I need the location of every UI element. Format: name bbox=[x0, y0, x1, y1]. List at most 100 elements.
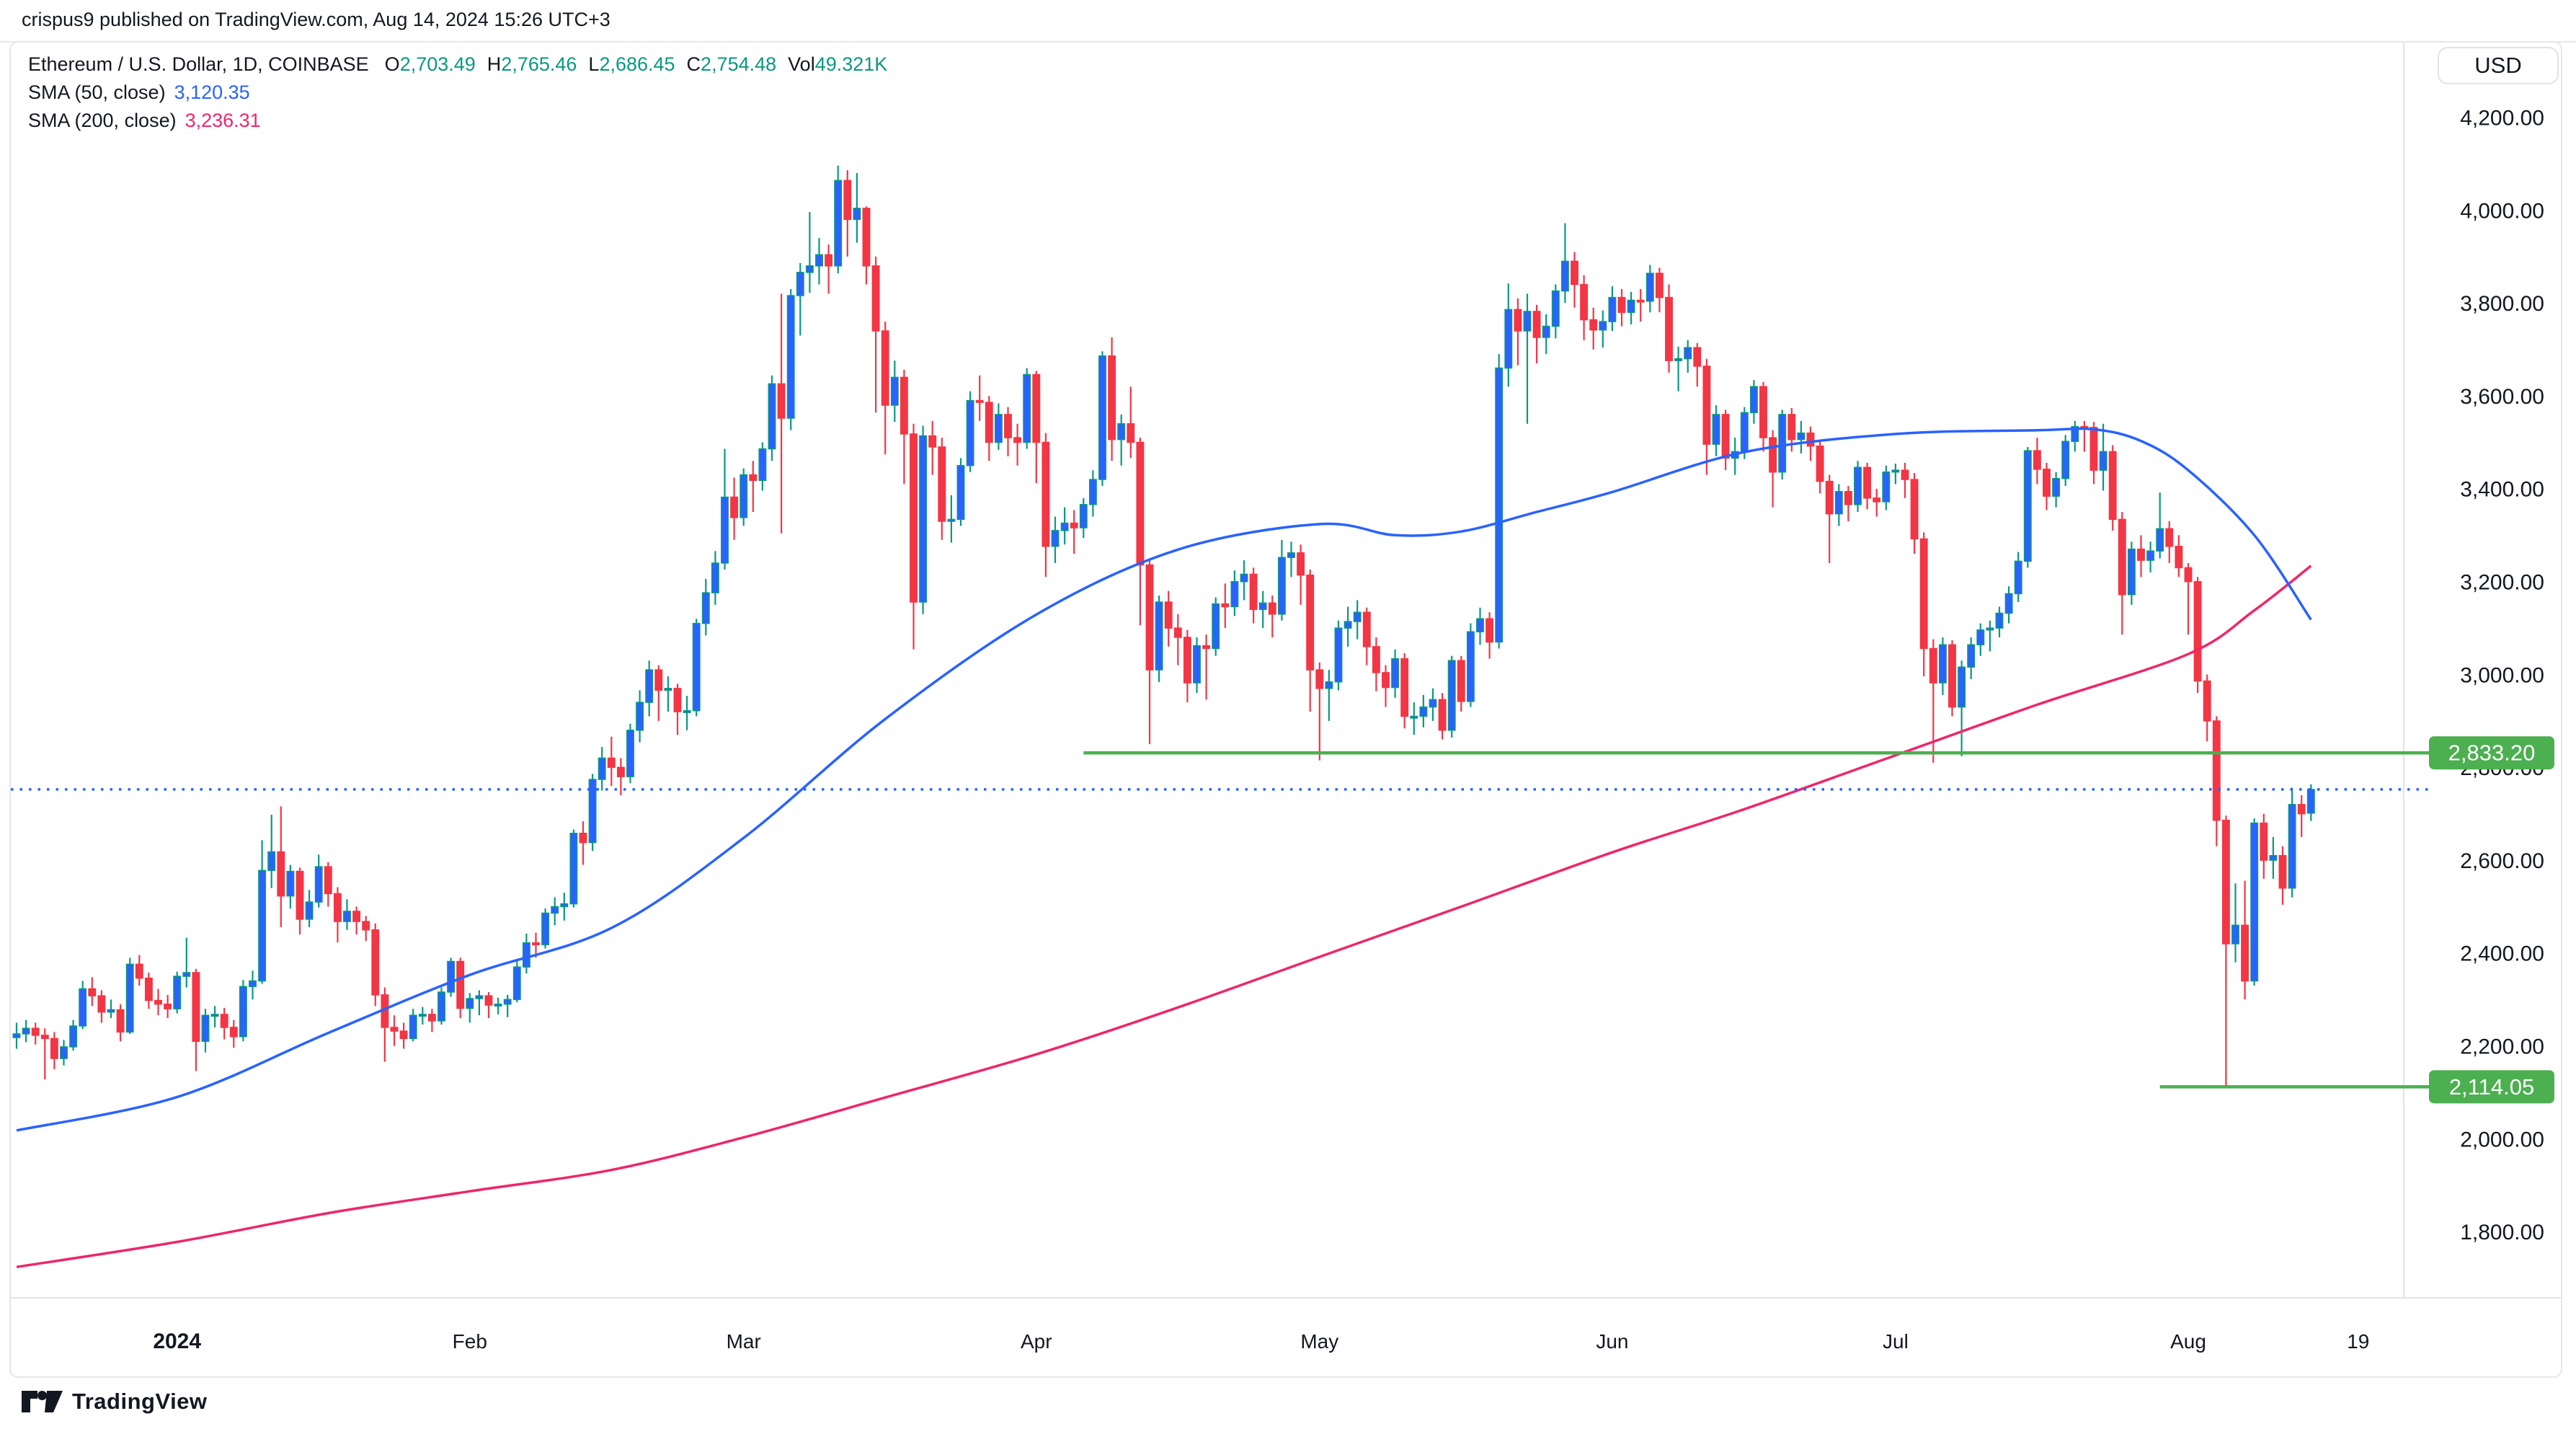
ohlc-volume: Vol49.321K bbox=[788, 53, 888, 75]
candle-body bbox=[1297, 552, 1305, 576]
time-tick-label: 19 bbox=[2347, 1330, 2369, 1353]
candle-body bbox=[305, 901, 314, 920]
support-level[interactable]: 2,833.20 bbox=[1083, 736, 2554, 770]
candle-body bbox=[740, 474, 748, 518]
candle-body bbox=[1447, 660, 1456, 731]
candle-body bbox=[1060, 522, 1069, 531]
candle-body bbox=[192, 972, 200, 1043]
candle-body bbox=[1343, 621, 1352, 629]
ohlc-open: O2,703.49 bbox=[384, 53, 476, 75]
candle-body bbox=[314, 866, 323, 903]
candle-body bbox=[50, 1038, 58, 1059]
candle-body bbox=[258, 870, 267, 982]
candle-body bbox=[1362, 611, 1371, 647]
sma50-row[interactable]: SMA (50, close) 3,120.35 bbox=[28, 81, 899, 105]
candle-body bbox=[768, 383, 776, 450]
candle-body bbox=[673, 688, 682, 712]
candle-body bbox=[975, 399, 984, 403]
candle-body bbox=[1958, 666, 1966, 708]
candle-body bbox=[777, 383, 786, 419]
candle-body bbox=[758, 448, 767, 482]
support-level[interactable]: 2,114.05 bbox=[2159, 1070, 2554, 1104]
candle-body bbox=[352, 911, 361, 922]
candle-body bbox=[277, 851, 285, 897]
candle-body bbox=[1854, 466, 1862, 505]
symbol-row: Ethereum / U.S. Dollar, 1D, COINBASE O2,… bbox=[28, 53, 899, 76]
price-tick-label: 3,800.00 bbox=[2460, 292, 2544, 316]
candle-body bbox=[1929, 647, 1937, 683]
candle-body bbox=[1986, 627, 1994, 631]
candle-body bbox=[1041, 441, 1050, 547]
candle-body bbox=[607, 757, 616, 769]
candle-body bbox=[173, 975, 182, 1009]
candle-body bbox=[1571, 260, 1578, 286]
attribution-bar: crispus9 published on TradingView.com, A… bbox=[0, 0, 2576, 43]
candle-body bbox=[1410, 715, 1418, 719]
candle-body bbox=[1882, 471, 1891, 503]
candle-body bbox=[1183, 637, 1191, 683]
candle-body bbox=[60, 1046, 68, 1059]
candle-body bbox=[1891, 469, 1900, 473]
candle-body bbox=[1749, 386, 1758, 414]
time-tick-label: Aug bbox=[2170, 1330, 2206, 1353]
candle-body bbox=[1523, 311, 1532, 332]
candle-body bbox=[1834, 491, 1843, 515]
time-axis[interactable]: 2024 Feb Mar Apr May Jun Jul Aug 19 bbox=[153, 1330, 2369, 1353]
candle-body bbox=[447, 960, 456, 993]
sma200-row[interactable]: SMA (200, close) 3,236.31 bbox=[28, 109, 899, 133]
candle-body bbox=[1485, 618, 1494, 643]
tradingview-logo-text[interactable]: TradingView bbox=[72, 1389, 208, 1414]
candle-body bbox=[1797, 432, 1806, 441]
attribution-text: crispus9 published on TradingView.com, A… bbox=[22, 9, 610, 30]
candle-body bbox=[985, 402, 993, 443]
candle-body bbox=[456, 960, 465, 1009]
candle-body bbox=[1221, 603, 1230, 608]
candle-body bbox=[1740, 412, 1749, 453]
candle-body bbox=[1372, 646, 1380, 673]
ohlc-close: C2,754.48 bbox=[686, 53, 777, 75]
candle-body bbox=[541, 912, 550, 946]
candle-body bbox=[2052, 477, 2061, 497]
candle-body bbox=[418, 1014, 427, 1017]
price-tick-label: 2,400.00 bbox=[2460, 942, 2544, 966]
candle-body bbox=[721, 496, 729, 564]
chart-canvas[interactable]: 4,200.00 4,000.00 3,800.00 3,600.00 3,400.00… bbox=[11, 43, 2561, 1376]
candle-body bbox=[1910, 479, 1919, 540]
support-level-price-label bbox=[2429, 736, 2554, 770]
candle-body bbox=[2184, 567, 2193, 583]
sma50-value: 3,120.35 bbox=[174, 81, 250, 103]
currency-toggle-button[interactable]: USD bbox=[2438, 47, 2559, 84]
candle-body bbox=[1712, 414, 1720, 445]
candle-body bbox=[1032, 373, 1041, 443]
time-tick-label: Mar bbox=[727, 1330, 761, 1353]
price-tick-label: 2,000.00 bbox=[2460, 1128, 2544, 1151]
candle-body bbox=[626, 730, 634, 777]
candle-body bbox=[2250, 822, 2259, 982]
candle-body bbox=[2043, 469, 2051, 497]
candle-body bbox=[2231, 924, 2239, 944]
time-tick-label: Feb bbox=[453, 1330, 487, 1353]
sma200-label: SMA (200, close) bbox=[28, 110, 177, 131]
candle-body bbox=[938, 446, 946, 522]
candle-body bbox=[40, 1035, 49, 1040]
candle-body bbox=[2212, 720, 2221, 821]
candle-body bbox=[994, 414, 1003, 443]
candle-body bbox=[1759, 386, 1767, 438]
candle-body bbox=[116, 1009, 125, 1033]
candle-body bbox=[2071, 425, 2079, 442]
support-level-price-text: 2,833.20 bbox=[2448, 740, 2536, 766]
symbol-title[interactable]: Ethereum / U.S. Dollar, 1D, COINBASE bbox=[28, 53, 369, 75]
candle-body bbox=[503, 999, 512, 1005]
candle-body bbox=[2156, 528, 2164, 552]
candle-body bbox=[1004, 414, 1012, 438]
candle-body bbox=[1504, 309, 1513, 369]
candle-body bbox=[616, 766, 625, 777]
tradingview-logo-icon[interactable] bbox=[22, 1389, 63, 1414]
candle-body bbox=[1202, 645, 1211, 650]
candle-body bbox=[31, 1027, 40, 1036]
ohlc-high: H2,765.46 bbox=[487, 53, 577, 75]
candle-body bbox=[12, 1033, 21, 1038]
candle-body bbox=[1778, 414, 1787, 473]
candle-body bbox=[97, 995, 106, 1013]
candle-body bbox=[1277, 557, 1286, 615]
